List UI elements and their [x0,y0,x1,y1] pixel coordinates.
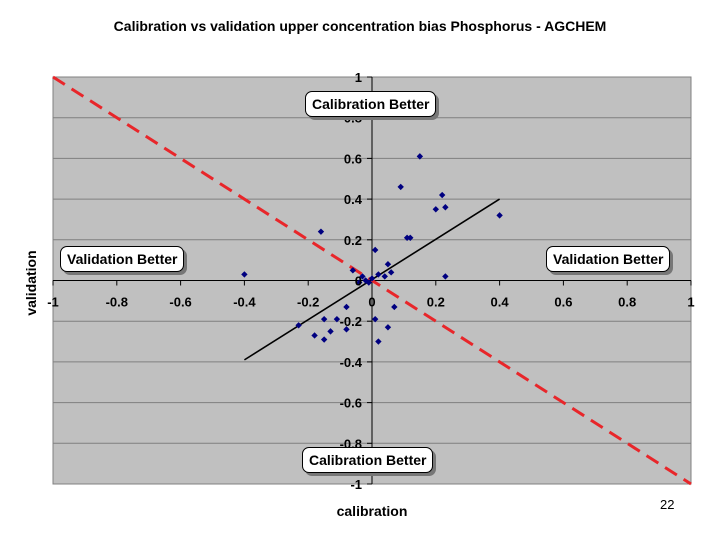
data-point [317,228,325,235]
data-point [356,279,363,286]
slide-number: 22 [660,497,675,512]
data-point [442,204,449,211]
x-tick-label: 1 [687,295,694,310]
data-point [371,315,379,323]
data-point [365,279,373,286]
y-tick-label: -1 [350,477,362,492]
data-point [368,275,376,282]
data-point [397,183,404,191]
data-point [320,315,328,323]
data-point [387,269,395,276]
data-point [407,234,414,241]
x-tick-label: -0.4 [233,295,256,310]
data-point [496,212,503,219]
data-point [343,326,350,333]
x-tick-label: 0.2 [427,295,445,310]
data-point [295,322,302,329]
x-tick-label: 0.4 [491,295,510,310]
x-tick-label: -0.8 [106,295,128,310]
data-point [381,273,388,280]
annotation-calibration-better-bottom: Calibration Better [302,447,434,473]
data-point [343,303,350,311]
data-point [359,273,366,280]
data-point [371,246,379,254]
y-tick-label: 1 [355,70,362,85]
annotation-calibration-better-top: Calibration Better [305,91,437,117]
data-point [416,153,424,160]
data-point [327,328,334,335]
y-tick-label: -0.6 [340,396,362,411]
x-tick-label: -0.6 [169,295,191,310]
y-tick-label: -0.2 [340,314,362,329]
x-tick-label: 0.8 [618,295,636,310]
data-points [241,153,503,345]
annotation-validation-better-right: Validation Better [546,246,671,272]
data-point [438,191,446,199]
data-point [333,315,341,323]
data-point [384,261,392,268]
y-tick-label: 0.4 [344,192,363,207]
data-point [384,324,392,331]
y-tick-label: 0.6 [344,151,362,166]
y-axis-label: validation [23,250,39,316]
data-point [391,303,398,311]
data-point [375,338,382,345]
y-tick-label: -0.4 [340,355,363,370]
data-point [432,206,439,213]
data-point [311,332,318,339]
x-tick-label: 0.6 [554,295,572,310]
annotation-validation-better-left: Validation Better [60,246,185,272]
data-point [320,336,328,343]
data-point [375,271,382,278]
y-tick-label: 0 [355,274,362,289]
chart-title: Calibration vs validation upper concentr… [113,18,607,34]
x-tick-label: -0.2 [297,295,319,310]
data-point [349,267,357,274]
data-point [442,273,449,280]
x-axis-label: calibration [336,503,408,519]
x-tick-label: 0 [368,295,375,310]
y-tick-label: 0.2 [344,233,362,248]
x-tick-labels: -1 -0.8 -0.6 -0.4 -0.2 0 0.2 0.4 0.6 0.8 1 [47,295,694,310]
data-point [241,271,248,278]
x-tick-label: -1 [47,295,59,310]
